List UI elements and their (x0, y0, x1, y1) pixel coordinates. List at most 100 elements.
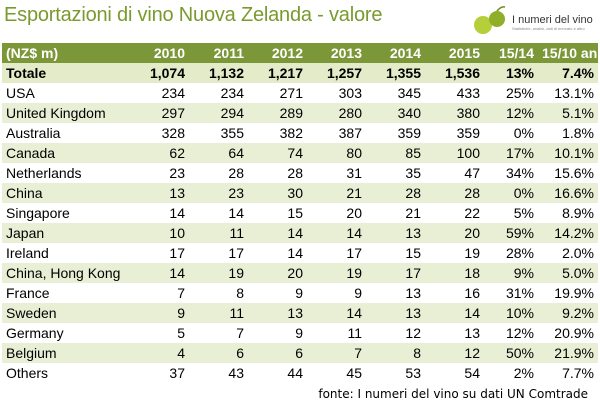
row-label: United Kingdom (2, 103, 130, 123)
table-cell: 31 (346, 165, 362, 181)
row-label: Belgium (2, 343, 130, 363)
table-cell: 1,355 (366, 63, 425, 83)
table-cell: 14 (307, 303, 366, 323)
table-cell: 1,132 (189, 63, 248, 83)
table-cell: 28 (287, 165, 303, 181)
table-cell: 2% (513, 365, 534, 381)
table-cell: 345 (397, 85, 421, 101)
table-row: Canada 62 64 74 80 85 100 17% 10.1% (2, 143, 598, 163)
table-cell: 7.7% (562, 365, 594, 381)
table-cell: 16 (464, 285, 480, 301)
table-cell: 17 (346, 245, 362, 261)
table-cell: 44 (287, 365, 303, 381)
table-cell: 13% (484, 63, 538, 83)
table-cell: 25% (505, 85, 534, 101)
table-cell: 10.1% (538, 143, 598, 163)
table-cell: 359 (397, 125, 421, 141)
table-cell: 37 (169, 365, 185, 381)
table-cell: 12 (405, 325, 421, 341)
row-label: China, Hong Kong (2, 263, 130, 283)
row-label: USA (6, 85, 35, 101)
table-cell: 1,074 (130, 63, 189, 83)
table-row: Australia 328 355 382 387 359 359 0% 1.8% (2, 123, 598, 143)
table-cell: 17% (484, 143, 538, 163)
row-label: Totale (2, 63, 130, 83)
table-cell: 50% (484, 343, 538, 363)
column-header: 2010 (130, 43, 189, 63)
table-row: Germany 5 7 9 11 12 13 12% 20.9% (2, 323, 598, 343)
table-cell: 12% (484, 103, 538, 123)
table-cell: 8.9% (562, 205, 594, 221)
grape-logo-icon (470, 4, 510, 40)
table-cell: 359 (456, 125, 480, 141)
table-cell: 5% (513, 205, 534, 221)
row-label: Sweden (2, 303, 130, 323)
table-cell: 28 (366, 183, 425, 203)
table-cell: 14 (130, 263, 189, 283)
row-label: France (6, 285, 50, 301)
table-cell: 382 (279, 125, 303, 141)
table-cell: 11 (189, 223, 248, 243)
table-cell: 20 (248, 263, 307, 283)
table-cell: 19.9% (554, 285, 594, 301)
table-cell: 1.8% (562, 125, 594, 141)
table-cell: 15 (287, 205, 303, 221)
table-cell: 234 (161, 85, 185, 101)
row-label: China (2, 183, 130, 203)
table-cell: 8 (236, 285, 244, 301)
table-cell: 14 (425, 303, 484, 323)
table-cell: 10% (484, 303, 538, 323)
table-cell: 303 (338, 85, 362, 101)
table-cell: 74 (248, 143, 307, 163)
table-cell: 294 (189, 103, 248, 123)
table-cell: 7 (307, 343, 366, 363)
page-title: Esportazioni di vino Nuova Zelanda - val… (4, 4, 383, 26)
table-row: Singapore 14 14 15 20 21 22 5% 8.9% (2, 203, 598, 223)
row-label: Germany (6, 325, 64, 341)
column-header: (NZ$ m) (2, 43, 130, 63)
table-cell: 1,257 (307, 63, 366, 83)
table-cell: 20.9% (554, 325, 594, 341)
table-cell: 19 (307, 263, 366, 283)
table-cell: 10 (130, 223, 189, 243)
table-cell: 9.2% (538, 303, 598, 323)
column-header: 2013 (307, 43, 366, 63)
table-cell: 9% (484, 263, 538, 283)
table-cell: 22 (464, 205, 480, 221)
table-cell: 13 (464, 325, 480, 341)
column-header: 15/10 an (538, 43, 598, 63)
table-row: United Kingdom 297 294 289 280 340 380 12% 5.1% (2, 103, 598, 123)
table-cell: 7 (236, 325, 244, 341)
table-cell: 28% (505, 245, 534, 261)
table-cell: 34% (505, 165, 534, 181)
brand-logo: I numeri del vino Statistiche, analisi, … (470, 2, 598, 42)
table-cell: 297 (130, 103, 189, 123)
row-label: Others (6, 365, 49, 381)
table-cell: 271 (279, 85, 303, 101)
table-row: France 7 8 9 9 13 16 31% 19.9% (2, 283, 598, 303)
table-cell: 14 (307, 223, 366, 243)
table-row: Ireland 17 17 14 17 15 19 28% 2.0% (2, 243, 598, 263)
table-row: Belgium 4 6 6 7 8 12 50% 21.9% (2, 343, 598, 363)
table-cell: 19 (189, 263, 248, 283)
table-cell: 21.9% (538, 343, 598, 363)
table-cell: 20 (346, 205, 362, 221)
table-cell: 9 (130, 303, 189, 323)
table-cell: 85 (366, 143, 425, 163)
row-label: Netherlands (6, 165, 82, 181)
column-header: 2011 (189, 43, 248, 63)
table-cell: 23 (169, 165, 185, 181)
table-cell: 13.1% (554, 85, 594, 101)
table-cell: 14.2% (538, 223, 598, 243)
table-cell: 0% (484, 183, 538, 203)
table-cell: 13 (366, 223, 425, 243)
total-row: Totale 1,074 1,132 1,217 1,257 1,355 1,536 13% 7… (2, 63, 598, 83)
table-cell: 59% (484, 223, 538, 243)
table-cell: 4 (130, 343, 189, 363)
table-cell: 18 (425, 263, 484, 283)
table-cell: 14 (169, 205, 185, 221)
table-cell: 21 (405, 205, 421, 221)
row-label: Canada (2, 143, 130, 163)
column-header: 15/14 (484, 43, 538, 63)
table-cell: 433 (456, 85, 480, 101)
